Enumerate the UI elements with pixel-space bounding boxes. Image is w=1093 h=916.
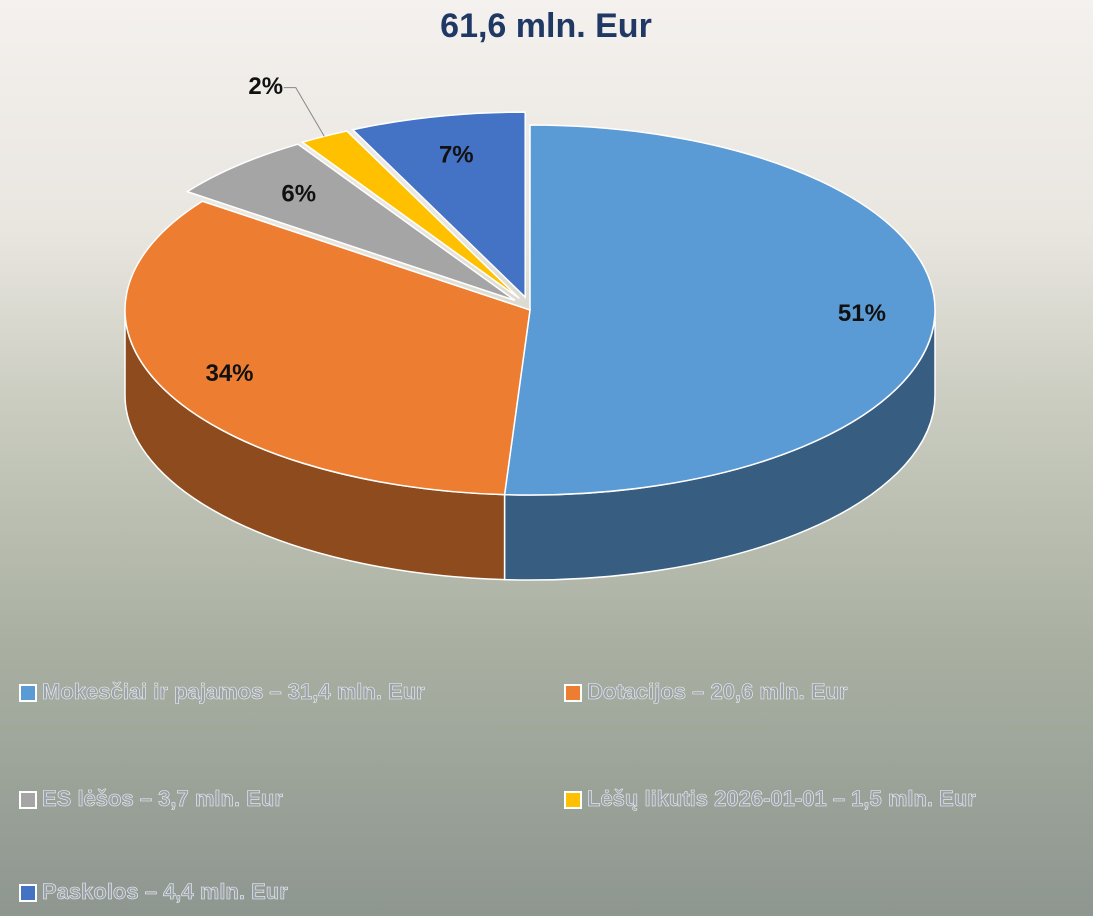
pie-slice bbox=[124, 200, 531, 496]
pie-slice bbox=[351, 111, 526, 299]
pie-slice bbox=[300, 130, 520, 300]
data-label: 51% bbox=[838, 300, 886, 327]
legend-label: Paskolos – 4,4 mln. Eur bbox=[42, 879, 288, 904]
legend-swatch bbox=[19, 884, 37, 902]
legend-swatch bbox=[19, 791, 37, 809]
pie-slice bbox=[503, 124, 936, 496]
legend-label: Lėšų likutis 2026-01-01 – 1,5 mln. Eur bbox=[587, 786, 976, 811]
legend-swatch bbox=[564, 684, 582, 702]
chart-title: 61,6 mln. Eur bbox=[440, 7, 652, 45]
legend-label: Dotacijos – 20,6 mln. Eur bbox=[587, 679, 848, 704]
legend-swatch bbox=[19, 684, 37, 702]
pie-slice bbox=[185, 143, 516, 302]
legend-label: ES lėšos – 3,7 mln. Eur bbox=[42, 786, 283, 811]
data-label: 6% bbox=[281, 181, 316, 208]
data-label: 2% bbox=[248, 73, 283, 100]
legend-swatch bbox=[564, 791, 582, 809]
legend-label: Mokesčiai ir pajamos – 31,4 mln. Eur bbox=[42, 679, 425, 704]
leader-line bbox=[283, 87, 325, 137]
data-label: 34% bbox=[205, 360, 253, 387]
data-label: 7% bbox=[439, 142, 474, 169]
